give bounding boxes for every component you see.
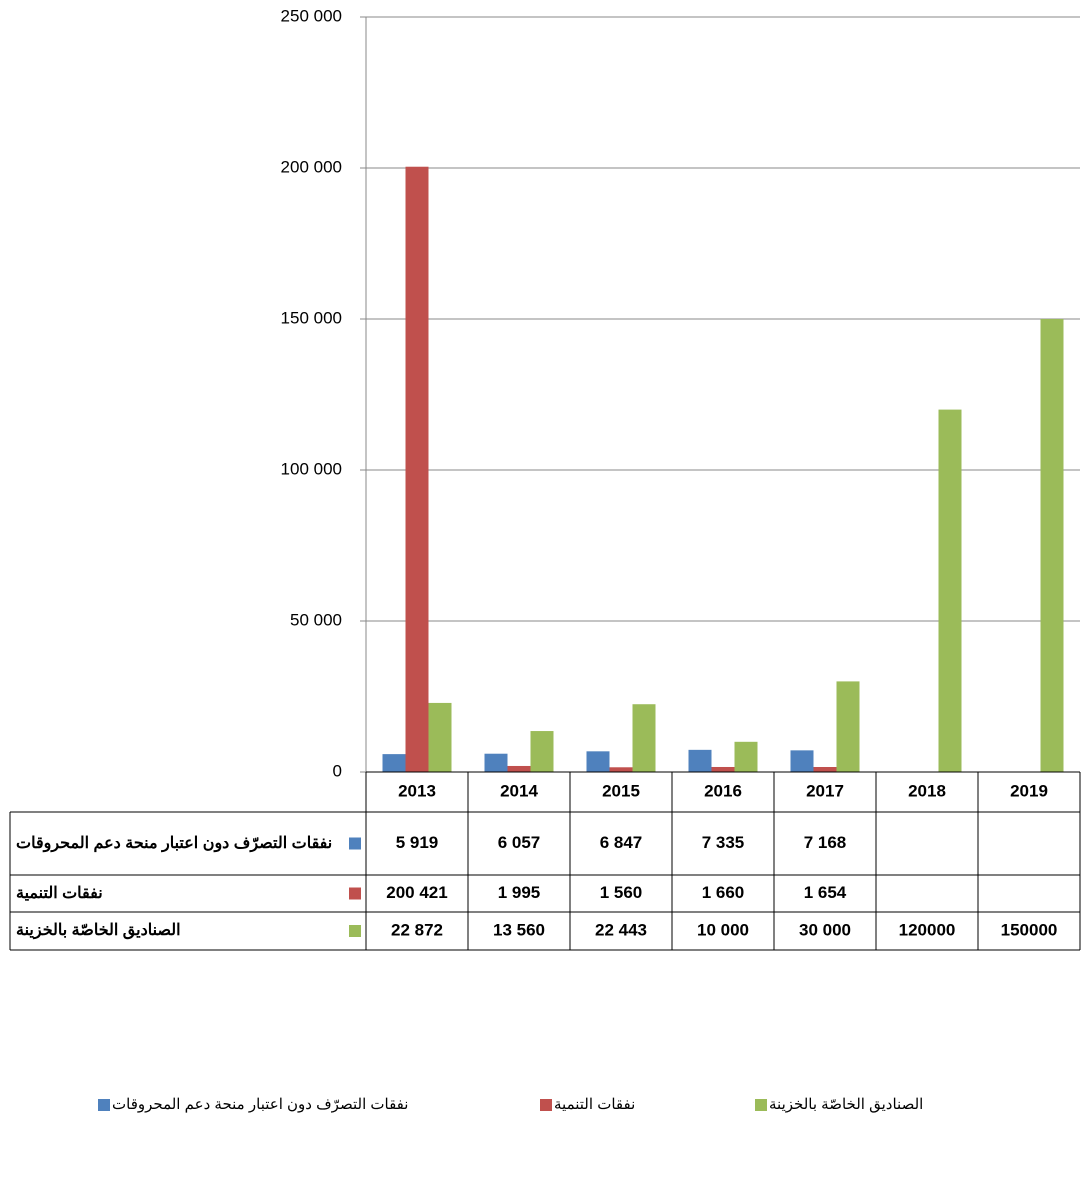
table-value: 13 560	[493, 920, 545, 939]
legend-swatch	[98, 1099, 110, 1111]
table-value: 6 847	[600, 833, 643, 852]
legend-swatch	[755, 1099, 767, 1111]
x-tick-label: 2014	[500, 781, 538, 800]
row-header-text: نفقات التصرّف دون اعتبار منحة دعم المحرو…	[16, 834, 333, 852]
x-tick-label: 2016	[704, 781, 742, 800]
table-value: 30 000	[799, 920, 851, 939]
x-tick-label: 2013	[398, 781, 436, 800]
y-tick-label: 50 000	[290, 610, 342, 629]
table-value: 5 919	[396, 833, 439, 852]
table-value: 1 654	[804, 883, 847, 902]
bar	[507, 765, 531, 772]
bar	[938, 409, 962, 772]
y-tick-label: 0	[333, 761, 342, 780]
table-value: 120000	[899, 920, 956, 939]
y-tick-label: 200 000	[281, 157, 342, 176]
table-value: 1 660	[702, 883, 745, 902]
table-row-header: نفقات التصرّف دون اعتبار منحة دعم المحرو…	[16, 834, 333, 852]
bar	[382, 754, 406, 772]
bar	[711, 766, 735, 772]
legend-swatch	[349, 925, 361, 937]
legend-label: نفقات التصرّف دون اعتبار منحة دعم المحرو…	[112, 1096, 408, 1113]
y-tick-label: 150 000	[281, 308, 342, 327]
x-tick-label: 2019	[1010, 781, 1048, 800]
table-value: 22 443	[595, 920, 647, 939]
table-row-header: الصناديق الخاصّة بالخزينة	[16, 922, 181, 939]
bar	[609, 767, 633, 772]
table-value: 10 000	[697, 920, 749, 939]
bar	[790, 750, 814, 772]
x-tick-label: 2018	[908, 781, 946, 800]
y-tick-label: 250 000	[281, 6, 342, 25]
bar	[405, 166, 429, 772]
table-value: 1 560	[600, 883, 643, 902]
bar	[530, 731, 554, 772]
legend-swatch	[349, 887, 361, 900]
bar	[836, 681, 860, 772]
row-header-text: نفقات التنمية	[16, 884, 103, 902]
legend-label: نفقات التنمية	[554, 1096, 635, 1113]
bar	[428, 702, 452, 772]
table-value: 22 872	[391, 920, 443, 939]
bar	[734, 741, 758, 772]
bar	[586, 751, 610, 772]
table-value: 7 168	[804, 833, 847, 852]
x-tick-label: 2015	[602, 781, 640, 800]
table-value: 150000	[1001, 920, 1058, 939]
legend-swatch	[540, 1099, 552, 1111]
legend-swatch	[349, 837, 361, 850]
bar	[813, 767, 837, 772]
bar	[688, 749, 712, 772]
bar	[1040, 319, 1064, 772]
row-header-text: الصناديق الخاصّة بالخزينة	[16, 922, 181, 939]
table-value: 7 335	[702, 833, 745, 852]
table-value: 1 995	[498, 883, 541, 902]
table-value: 6 057	[498, 833, 541, 852]
table-row-header: نفقات التنمية	[16, 884, 103, 902]
bar	[632, 704, 656, 772]
table-value: 200 421	[386, 883, 447, 902]
legend-label: الصناديق الخاصّة بالخزينة	[769, 1096, 923, 1113]
y-tick-label: 100 000	[281, 459, 342, 478]
bar	[484, 753, 508, 772]
x-tick-label: 2017	[806, 781, 844, 800]
